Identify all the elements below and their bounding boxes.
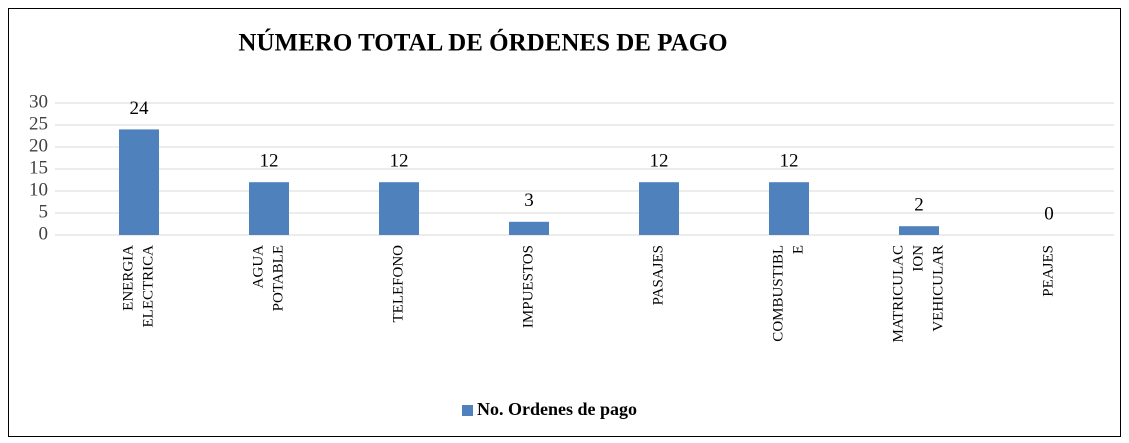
y-tick-label: 30 — [29, 91, 48, 112]
data-label: 12 — [780, 151, 799, 172]
bar — [249, 182, 289, 235]
y-tick-label: 10 — [29, 179, 48, 200]
x-tick-label: VEHICULAR — [930, 245, 946, 332]
data-label: 3 — [524, 190, 534, 211]
x-tick-label: TELEFONO — [390, 245, 406, 323]
x-tick-label: AGUA — [250, 245, 266, 288]
x-tick-label: E — [790, 245, 806, 254]
x-tick-label: PASAJES — [650, 245, 666, 305]
data-label: 2 — [914, 195, 924, 216]
bar — [639, 182, 679, 235]
y-tick-label: 15 — [29, 157, 48, 178]
x-tick-label: ENERGIA — [120, 245, 136, 311]
data-label: 0 — [1044, 203, 1054, 224]
y-tick-label: 25 — [29, 113, 48, 134]
chart-title: NÚMERO TOTAL DE ÓRDENES DE PAGO — [238, 29, 727, 57]
x-tick-label: COMBUSTIBL — [770, 245, 786, 342]
legend-label: No. Ordenes de pago — [477, 399, 637, 419]
y-tick-label: 5 — [39, 201, 49, 222]
bar — [509, 221, 549, 235]
legend-swatch — [462, 405, 473, 416]
y-tick-label: 20 — [29, 135, 48, 156]
y-tick-label: 0 — [39, 223, 49, 244]
bar — [769, 182, 809, 235]
bar — [119, 129, 159, 235]
bar — [899, 226, 939, 235]
x-tick-label: ION — [910, 245, 926, 272]
x-tick-label: IMPUESTOS — [520, 245, 536, 328]
x-tick-label: POTABLE — [270, 245, 286, 311]
x-tick-label: PEAJES — [1040, 245, 1056, 297]
data-label: 12 — [390, 151, 409, 172]
data-label: 12 — [650, 151, 669, 172]
chart-frame — [8, 8, 1121, 437]
data-label: 12 — [260, 151, 279, 172]
x-tick-label: ELECTRICA — [140, 245, 156, 328]
data-label: 24 — [130, 98, 150, 119]
bar — [379, 182, 419, 235]
x-tick-label: MATRICULAC — [890, 245, 906, 343]
